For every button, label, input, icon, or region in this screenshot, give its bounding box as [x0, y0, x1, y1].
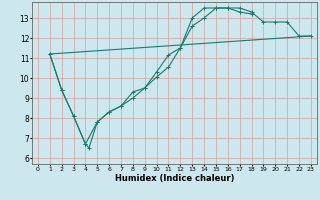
X-axis label: Humidex (Indice chaleur): Humidex (Indice chaleur)	[115, 174, 234, 183]
